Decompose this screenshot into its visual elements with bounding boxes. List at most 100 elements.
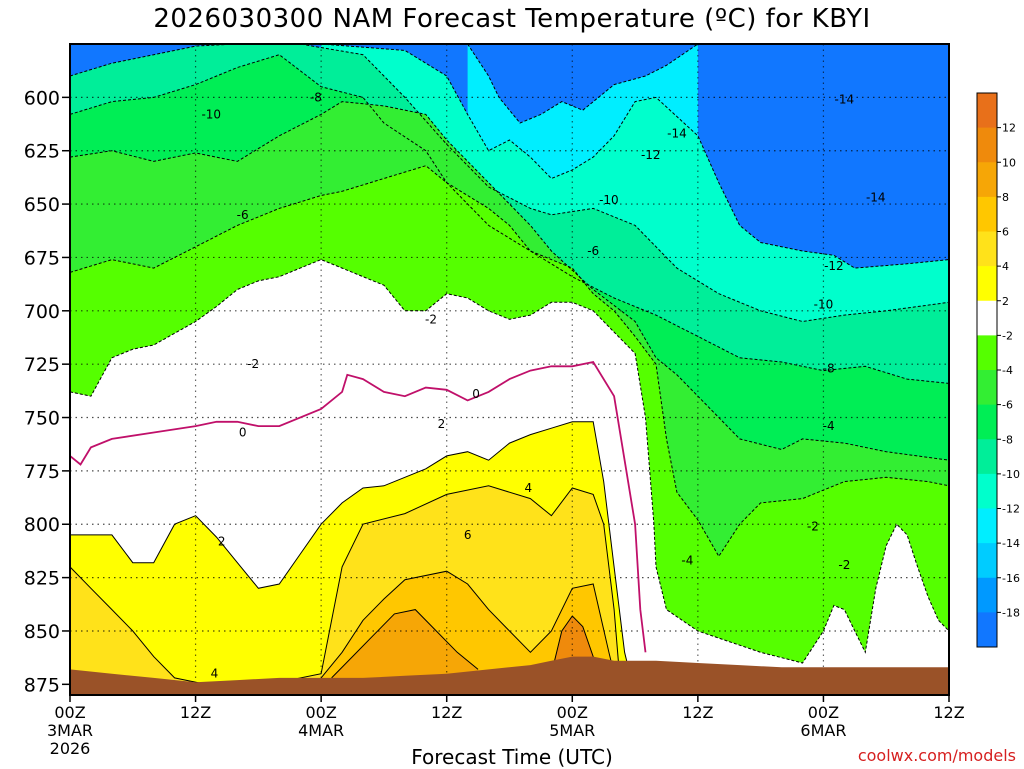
colorbar-bin — [977, 162, 997, 198]
colorbar-bin — [977, 473, 997, 509]
gridlines — [70, 44, 949, 695]
colorbar-bin — [977, 93, 997, 129]
contour-line--6 — [70, 101, 949, 461]
contour-label: -2 — [247, 357, 259, 371]
x-axis-title: Forecast Time (UTC) — [411, 745, 613, 769]
colorbar-label: -4 — [1002, 364, 1013, 377]
zero-degree-line — [70, 360, 647, 653]
x-year-label: 2026 — [50, 739, 91, 758]
x-tick-label: 12Z — [431, 703, 462, 722]
x-tick-label: 12Z — [180, 703, 211, 722]
x-tick-label: 00Z — [557, 703, 588, 722]
contour-label: 0 — [472, 387, 480, 401]
contour-label: -8 — [310, 90, 322, 104]
contour-label: -12 — [641, 148, 661, 162]
colorbar: 12 10 8 6 4 2 -2 -4 -6 -8 -10 -12 -14 -16 -18 — [976, 92, 1020, 648]
y-axis: 600 625 650 675 700 725 750 775 800 825 850 875 — [24, 87, 70, 696]
y-tick-label: 675 — [24, 247, 60, 269]
colorbar-bin — [977, 577, 997, 613]
colorbar-label: -10 — [1002, 468, 1020, 481]
contour-labels: -10 -8 -6 -2 0 2 4 -2 0 2 4 6 -10 -6 -12 -14 -14 -14 -12 -1… — [201, 90, 885, 680]
contour-line--2 — [70, 259, 949, 664]
contour-label: -8 — [823, 361, 835, 375]
colorbar-bin — [977, 127, 997, 163]
y-tick-label: 625 — [24, 141, 60, 163]
contour-label: 2 — [218, 534, 226, 548]
credit-link[interactable]: coolwx.com/models — [857, 746, 1016, 765]
contour-line--14 — [467, 44, 699, 124]
chart-title: 2026030300 NAM Forecast Temperature (ºC)… — [153, 4, 871, 34]
colorbar-label: 6 — [1002, 226, 1009, 239]
plot-frame — [69, 43, 950, 696]
colorbar-bin — [977, 266, 997, 302]
x-date-label: 5MAR — [549, 721, 595, 740]
contour-label: 4 — [211, 667, 219, 681]
x-date-label: 4MAR — [298, 721, 344, 740]
contour-label: 6 — [464, 528, 472, 542]
x-tick-label: 00Z — [305, 703, 336, 722]
colorbar-bin — [977, 404, 997, 440]
colorbar-label: -16 — [1002, 572, 1020, 585]
y-tick-label: 875 — [24, 674, 60, 696]
contour-label: -6 — [587, 244, 599, 258]
contour-label: 2 — [438, 417, 446, 431]
colorbar-label: -2 — [1002, 329, 1013, 342]
y-tick-label: 750 — [24, 408, 60, 430]
contour-label: -4 — [681, 554, 693, 568]
contour-label: -14 — [866, 191, 886, 205]
x-tick-label: 12Z — [682, 703, 713, 722]
colorbar-label: 10 — [1002, 156, 1016, 169]
y-tick-label: 850 — [24, 621, 60, 643]
y-tick-label: 600 — [24, 87, 60, 109]
y-tick-label: 725 — [24, 354, 60, 376]
zero-contour — [70, 360, 647, 653]
y-tick-label: 800 — [24, 514, 60, 536]
contour-lines — [70, 44, 949, 688]
colorbar-label: -12 — [1002, 503, 1020, 516]
colorbar-label: 8 — [1002, 191, 1009, 204]
colorbar-label: -18 — [1002, 606, 1020, 619]
colorbar-label: -8 — [1002, 433, 1013, 446]
y-tick-label: 700 — [24, 301, 60, 323]
colorbar-bin — [977, 300, 997, 336]
temperature-fills — [70, 44, 949, 695]
contour-line--4 — [70, 165, 949, 558]
y-tick-label: 775 — [24, 461, 60, 483]
contour-label: 4 — [525, 481, 533, 495]
contour-line-2 — [70, 421, 631, 674]
x-tick-label: 12Z — [933, 703, 964, 722]
contour-label: -2 — [425, 312, 437, 326]
contour-label: -6 — [237, 208, 249, 222]
colorbar-bin — [977, 370, 997, 406]
colorbar-label: -14 — [1002, 537, 1020, 550]
colorbar-label: -6 — [1002, 399, 1013, 412]
colorbar-bin — [977, 543, 997, 579]
x-tick-label: 00Z — [54, 703, 85, 722]
y-tick-label: 650 — [24, 194, 60, 216]
contour-label: -12 — [824, 259, 844, 273]
x-date-label: 6MAR — [800, 721, 846, 740]
contour-label: -14 — [667, 127, 687, 141]
contour-label: -10 — [599, 193, 619, 207]
colorbar-label: 12 — [1002, 122, 1016, 135]
contour-line-8 — [331, 609, 479, 679]
colorbar-bin — [977, 196, 997, 232]
colorbar-bin — [977, 612, 997, 648]
contour-line--8 — [70, 54, 949, 384]
contour-line-6 — [320, 570, 615, 679]
contour-label: -14 — [835, 92, 855, 106]
colorbar-label: 4 — [1002, 260, 1009, 273]
contour-label: -10 — [201, 107, 221, 121]
colorbar-bin — [977, 508, 997, 544]
x-date-label: 3MAR — [47, 721, 93, 740]
contour-label: -10 — [814, 297, 834, 311]
contour-line-4 — [70, 485, 620, 688]
contour-line--12 — [321, 44, 949, 269]
contour-line--10 — [70, 44, 949, 323]
contour-label: -2 — [807, 519, 819, 533]
x-tick-label: 00Z — [808, 703, 839, 722]
colorbar-bin — [977, 231, 997, 267]
contour-label: 0 — [239, 425, 247, 439]
